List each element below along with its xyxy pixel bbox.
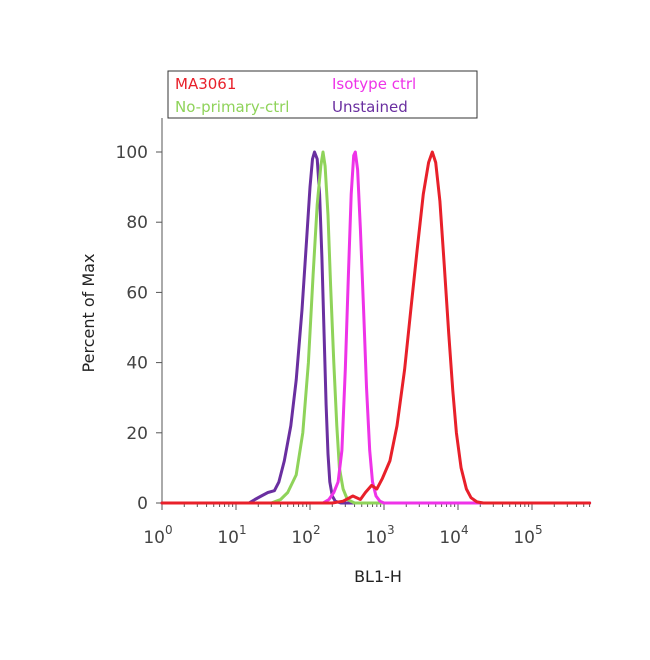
x-axis-title: BL1-H: [354, 567, 402, 586]
x-tick-label: 103: [365, 523, 394, 548]
y-tick-label: 0: [137, 494, 148, 514]
legend: MA3061 Isotype ctrl No-primary-ctrl Unst…: [167, 70, 478, 119]
y-tick-label: 40: [126, 354, 148, 374]
series-line-no-primary-ctrl: [160, 150, 592, 505]
y-tick-label: 80: [126, 213, 148, 233]
series-line-unstained: [160, 150, 592, 505]
legend-entry-unstained: Unstained: [332, 98, 408, 116]
y-axis-title: Percent of Max: [79, 254, 98, 373]
plot-area: 0 20 40 60 80 100 100 101 102 103 104 105: [116, 118, 592, 548]
x-tick-label: 104: [439, 523, 468, 548]
y-tick-label: 20: [126, 424, 148, 444]
series-line-isotype-ctrl: [160, 150, 592, 505]
legend-entry-ma3061: MA3061: [175, 75, 236, 93]
x-tick-label: 101: [217, 523, 246, 548]
legend-box: [167, 70, 478, 119]
legend-entry-isotype-ctrl: Isotype ctrl: [332, 75, 416, 93]
y-tick-label: 60: [126, 283, 148, 303]
x-tick-label: 102: [291, 523, 320, 548]
series-line-ma3061: [160, 150, 592, 505]
y-tick-label: 100: [116, 143, 148, 163]
x-tick-label: 105: [513, 523, 542, 548]
x-tick-label: 100: [143, 523, 172, 548]
legend-entry-no-primary-ctrl: No-primary-ctrl: [175, 98, 289, 116]
